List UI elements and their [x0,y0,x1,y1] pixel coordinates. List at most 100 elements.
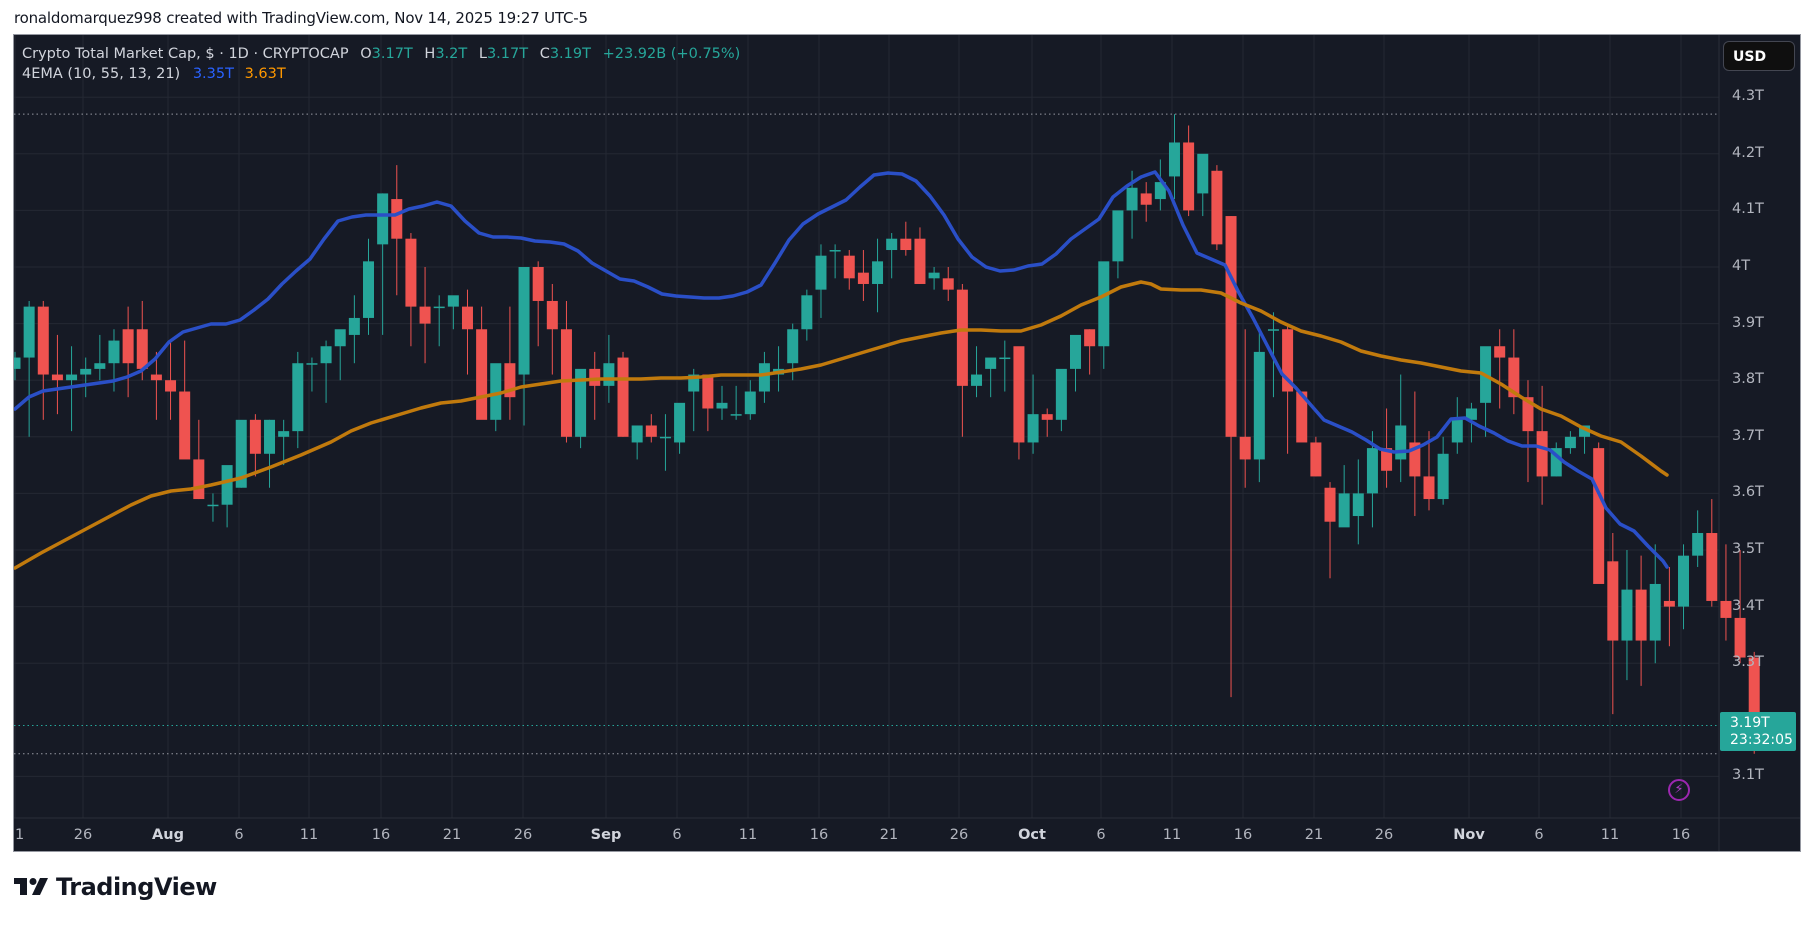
candle-down [405,238,417,307]
candle-down [179,391,191,460]
price-tick-label: 4.3T [1732,88,1764,105]
candle-up [1338,493,1350,528]
time-tick-label: Oct [1018,827,1046,843]
time-tick-label: 16 [371,827,391,843]
candle-up [66,374,78,381]
candle-up [207,504,219,507]
candle-up [674,402,686,443]
ema-slow-value: 3.63T [244,66,286,82]
candle-down [419,306,431,324]
tradingview-logo-text: TradingView [56,873,217,901]
time-tick-label: 6 [234,827,244,843]
low-label: L [478,46,487,62]
lightning-icon[interactable]: ⚡ [1668,779,1690,801]
candle-down [1324,487,1336,522]
price-tick-label: 3.5T [1732,541,1764,557]
candle-up [631,425,643,443]
candle-up [575,368,587,437]
indicator-title[interactable]: 4EMA (10, 55, 13, 21) [22,66,181,82]
candle-down [504,363,516,398]
candle-down [1239,436,1251,460]
candle-up [1465,408,1477,420]
candle-up [363,261,374,318]
candle-up [1437,453,1449,500]
candle-up [1395,425,1407,460]
chart-frame[interactable]: Crypto Total Market Cap, $ · 1D · CRYPTO… [13,34,1801,852]
candle-down [546,300,558,330]
candle-down [1211,170,1223,245]
price-tick-label: 3.1T [1732,767,1764,784]
time-tick-label: 11 [738,827,758,843]
candle-down [37,306,49,375]
candle-up [1126,187,1138,211]
candle-up [1564,436,1576,449]
candle-down [1635,589,1647,641]
price-tick-label: 3.3T [1732,654,1764,671]
time-tick-label: 26 [1374,827,1394,843]
candle-up [1649,583,1661,641]
candle-up [744,391,756,415]
candle-up [1366,448,1378,494]
candle-up [1027,414,1039,443]
candle-down [617,357,629,437]
candle-up [1579,425,1591,437]
candle-down [1282,329,1294,392]
candle-up [320,346,332,364]
price-tick-label: 3.9T [1732,314,1764,331]
candle-down [391,199,403,239]
time-tick-label: 21 [879,827,899,843]
candle-up [1070,334,1081,369]
candle-down [1423,476,1435,500]
time-tick-label: 11 [1162,827,1182,843]
symbol-row: Crypto Total Market Cap, $ · 1D · CRYPTO… [22,44,740,64]
tradingview-logo-icon [14,878,48,895]
candle-up [108,340,120,364]
candle-up [730,414,742,416]
candle-down [1296,391,1308,443]
candle-down [150,374,162,381]
candle-down [942,278,954,290]
price-tick-label: 4.2T [1732,144,1764,161]
price-chart-canvas[interactable] [14,35,1801,852]
candle-up [306,363,318,365]
candle-down [1522,397,1534,432]
time-tick-label: 21 [14,827,25,843]
candle-down [136,329,148,369]
candle-down [1310,442,1322,477]
candle-down [1183,142,1195,211]
candle-up [872,261,884,284]
candle-up [971,374,983,386]
candle-up [1692,533,1704,556]
candle-down [1140,193,1152,205]
candle-up [433,306,445,309]
low-value: 3.17T [486,46,529,62]
symbol-title[interactable]: Crypto Total Market Cap, $ · 1D · CRYPTO… [22,46,349,62]
candle-up [264,419,276,454]
open-value: 3.17T [371,46,413,62]
time-tick-label: 6 [672,827,682,843]
candle-down [165,380,177,392]
candle-up [1678,555,1690,607]
time-tick-label: 6 [1096,827,1106,843]
candle-down [560,329,572,437]
candle-down [1225,216,1237,437]
currency-button[interactable]: USD [1723,41,1795,71]
candle-up [1451,419,1463,443]
candle-up [1267,329,1279,331]
last-price-value: 3.19T [1730,715,1770,731]
candle-up [1098,261,1110,347]
time-tick-label: 16 [1233,827,1253,843]
candle-down [1536,431,1548,477]
candle-up [1154,182,1166,200]
price-tick-label: 4T [1732,258,1751,274]
candle-down [1607,561,1619,641]
candle-down [857,272,869,284]
candle-down [51,374,63,381]
candle-down [702,374,714,409]
candle-up [801,295,813,330]
last-price-tag: 3.19T 23:32:05 [1720,712,1796,751]
candle-down [1013,346,1025,443]
candle-up [886,238,898,251]
time-tick-label: 16 [1671,827,1691,843]
candle-down [122,329,134,364]
